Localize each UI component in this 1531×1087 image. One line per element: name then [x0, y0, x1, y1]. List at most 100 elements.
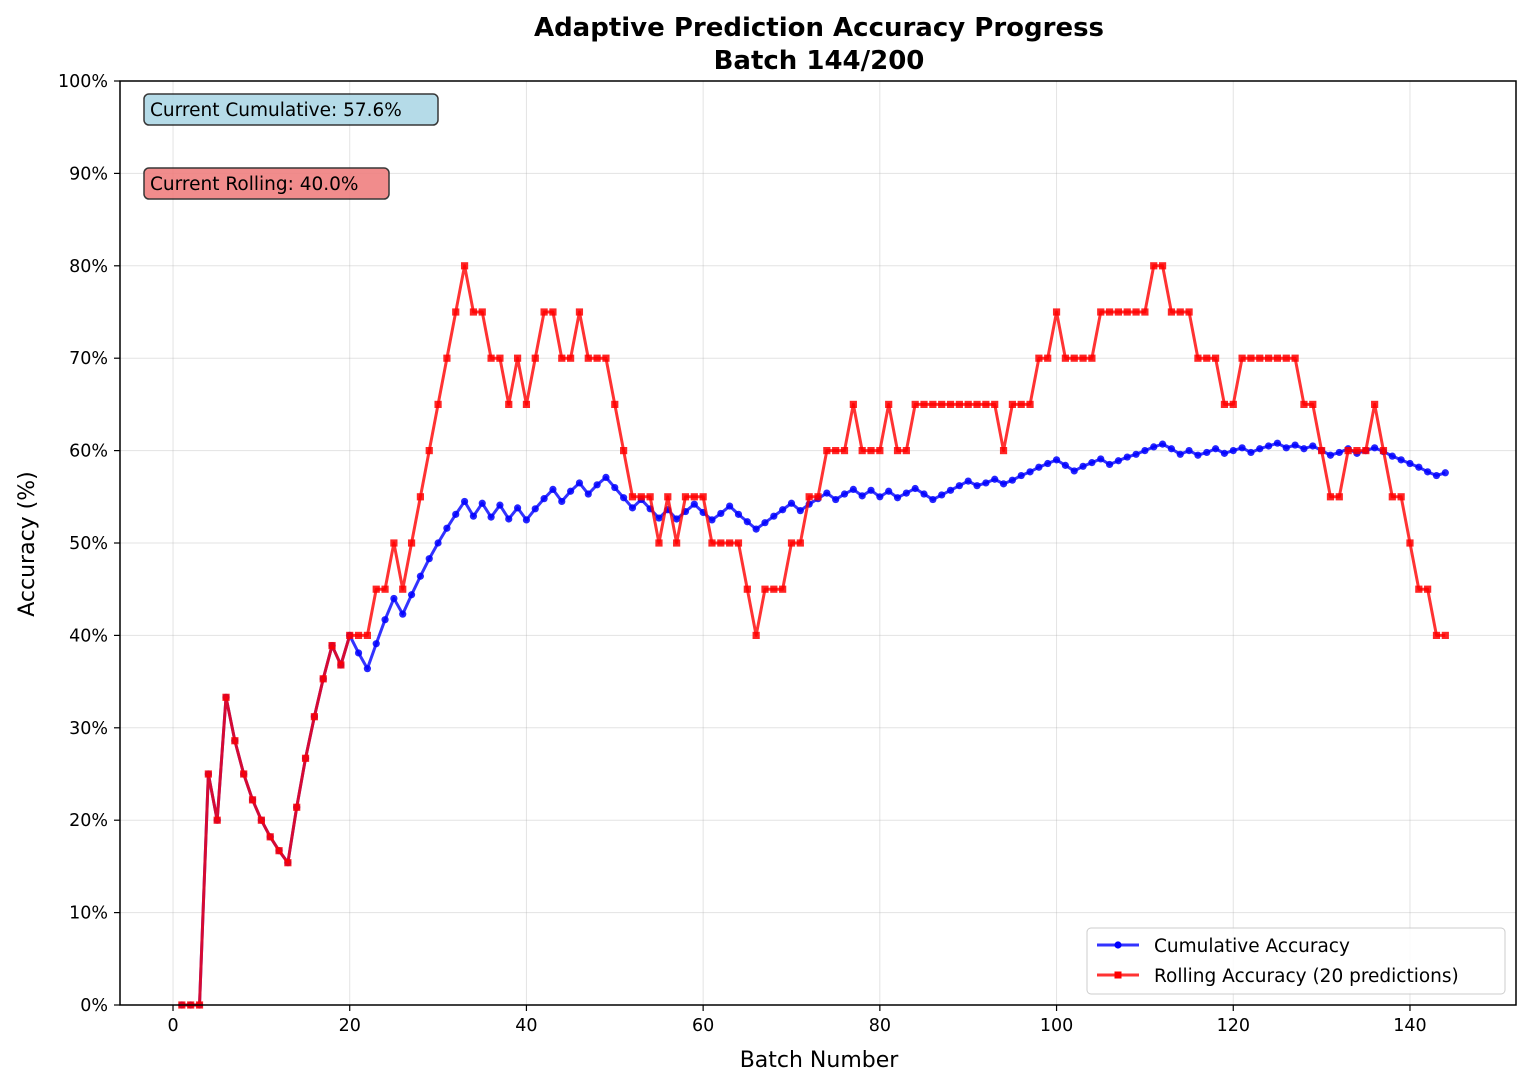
data-point-cumulative	[522, 516, 531, 524]
data-point-rolling	[920, 400, 928, 408]
data-point-rolling	[531, 354, 539, 362]
data-point-rolling	[540, 308, 548, 316]
data-point-rolling	[929, 400, 937, 408]
data-point-cumulative	[1432, 471, 1441, 480]
data-point-rolling	[496, 354, 504, 362]
y-tick-label: 30%	[69, 719, 108, 739]
data-point-cumulative	[796, 507, 804, 515]
data-point-rolling	[796, 539, 804, 547]
data-point-rolling	[867, 447, 875, 455]
chart-subtitle: Batch 144/200	[714, 46, 925, 76]
y-tick-label: 10%	[69, 904, 108, 924]
data-point-cumulative	[567, 487, 575, 495]
data-point-rolling	[567, 354, 575, 362]
data-point-rolling	[231, 737, 239, 745]
data-point-cumulative	[1123, 453, 1131, 461]
data-point-rolling	[893, 447, 902, 455]
legend-frame	[1086, 927, 1506, 995]
x-tick-label: 40	[515, 1016, 537, 1036]
data-point-cumulative	[734, 510, 743, 518]
data-point-rolling	[964, 400, 972, 408]
data-point-rolling	[1344, 447, 1352, 455]
data-point-cumulative	[469, 512, 478, 520]
data-point-rolling	[1061, 354, 1069, 362]
data-point-cumulative	[602, 473, 610, 481]
data-point-cumulative	[1167, 445, 1176, 453]
rolling-info-background	[143, 167, 390, 200]
data-point-cumulative	[717, 509, 725, 518]
data-point-rolling	[478, 308, 486, 316]
data-point-rolling	[248, 796, 257, 804]
data-point-cumulative	[1176, 450, 1184, 458]
data-point-rolling	[1026, 400, 1034, 408]
data-point-rolling	[1017, 400, 1025, 408]
data-point-rolling	[1300, 400, 1308, 408]
data-point-cumulative	[1105, 460, 1114, 469]
data-point-rolling	[1150, 262, 1158, 270]
data-point-rolling	[734, 539, 743, 547]
data-point-cumulative	[999, 480, 1008, 488]
data-point-rolling	[673, 539, 681, 547]
data-point-cumulative	[1044, 459, 1052, 468]
data-point-cumulative	[929, 495, 937, 504]
y-tick-label: 100%	[58, 72, 108, 92]
axes: 0 20 40 60 80 100 120 140 0% 10% 20% 30% 40% 50% 60% 70…	[58, 72, 1517, 1036]
data-point-rolling	[805, 493, 813, 501]
data-point-cumulative	[1088, 459, 1096, 467]
data-point-rolling	[1008, 400, 1016, 408]
data-point-cumulative	[407, 591, 416, 599]
data-point-rolling	[1238, 354, 1246, 362]
data-point-cumulative	[1335, 448, 1343, 457]
data-point-cumulative	[1132, 450, 1140, 458]
data-point-rolling	[726, 539, 734, 547]
data-point-cumulative	[885, 487, 893, 495]
cumulative-info-background	[143, 93, 439, 126]
data-point-rolling	[575, 308, 584, 316]
data-point-rolling	[637, 493, 645, 501]
data-point-rolling	[346, 631, 354, 639]
data-point-rolling	[399, 585, 407, 593]
data-point-cumulative	[920, 490, 928, 498]
data-point-rolling	[1194, 354, 1202, 362]
data-point-cumulative	[655, 514, 663, 522]
data-point-cumulative	[1256, 445, 1264, 453]
data-point-rolling	[1079, 354, 1087, 362]
data-point-rolling	[1371, 400, 1379, 408]
data-point-cumulative	[1326, 451, 1335, 459]
legend-marker-rolling	[1114, 971, 1122, 979]
chart-title: Adaptive Prediction Accuracy Progress	[534, 13, 1104, 43]
data-point-cumulative	[1406, 459, 1414, 468]
data-point-cumulative	[991, 475, 999, 483]
data-point-cumulative	[1238, 444, 1246, 452]
y-tick-label: 80%	[69, 257, 108, 277]
y-tick-label: 60%	[69, 442, 108, 462]
data-point-rolling	[266, 833, 274, 841]
data-point-rolling	[443, 354, 451, 362]
data-point-cumulative	[893, 494, 902, 502]
data-point-cumulative	[752, 525, 760, 533]
x-tick-label: 20	[339, 1016, 361, 1036]
series-line-rolling	[181, 264, 1446, 1007]
data-point-rolling	[743, 585, 751, 593]
data-point-cumulative	[628, 504, 637, 512]
data-point-rolling	[858, 447, 866, 455]
data-point-rolling	[664, 493, 672, 501]
data-point-rolling	[372, 585, 380, 593]
rolling-info-box: Current Rolling: 40.0%	[143, 167, 390, 200]
data-point-cumulative	[779, 506, 787, 514]
data-point-rolling	[1229, 400, 1237, 408]
data-point-rolling	[1256, 354, 1264, 362]
data-point-cumulative	[876, 493, 884, 501]
x-tick-label: 80	[869, 1016, 891, 1036]
y-tick-label: 70%	[69, 349, 108, 369]
data-point-rolling	[1044, 354, 1052, 362]
series-layer	[178, 262, 1449, 1009]
data-point-cumulative	[620, 494, 628, 502]
data-point-rolling	[955, 400, 963, 408]
data-point-rolling	[938, 400, 946, 408]
data-point-cumulative	[1211, 445, 1220, 453]
data-point-rolling	[381, 585, 389, 593]
x-tick-label: 120	[1217, 1016, 1250, 1036]
data-point-cumulative	[540, 495, 548, 503]
data-point-cumulative	[443, 524, 451, 532]
